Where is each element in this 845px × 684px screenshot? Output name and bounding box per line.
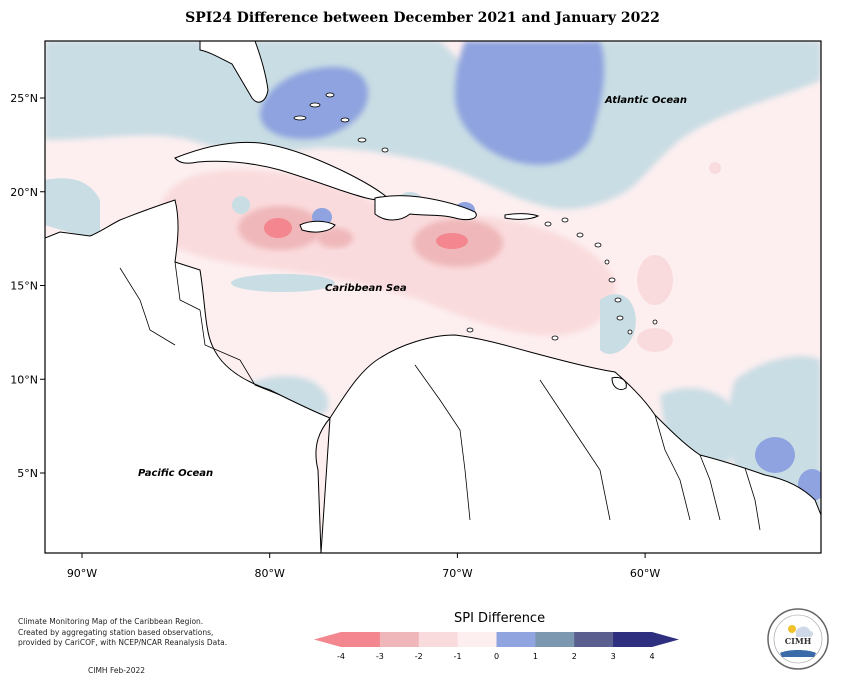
colorbar-arrow-right — [652, 632, 679, 647]
colorbar-segment-7 — [613, 632, 653, 647]
colorbar-segment-1 — [379, 632, 420, 647]
footnote-line-3: provided by CariCOF, with NCEP/NCAR Rean… — [18, 638, 228, 647]
lat-tick-label-2: 15°N — [10, 280, 38, 293]
footnote-line-2: Created by aggregating station based obs… — [18, 627, 214, 637]
latitude-axis: 25°N 20°N 15°N 10°N 5°N — [10, 92, 45, 480]
lat-tick-label-3: 10°N — [10, 373, 38, 386]
pacific-ocean-label: Pacific Ocean — [138, 468, 213, 479]
cimh-logo-icon — [767, 608, 829, 670]
lat-tick-label-4: 5°N — [17, 467, 38, 480]
lon-tick-label-3: 60°W — [630, 567, 660, 580]
caribbean-sea-label: Caribbean Sea — [325, 283, 407, 294]
small-islands — [293, 92, 658, 341]
puerto-rico-landmass — [504, 213, 540, 220]
colorbar-segment-4 — [496, 632, 536, 647]
atlantic-ocean-label: Atlantic Ocean — [604, 95, 687, 106]
lon-tick-label-2: 70°W — [442, 567, 472, 580]
colorbar-tick-label-6: 2 — [572, 652, 577, 661]
colorbar-tick-label-1: -3 — [376, 652, 384, 661]
colorbar-tick-label-5: 1 — [533, 652, 538, 661]
colorbar-tick-label-2: -2 — [415, 652, 423, 661]
south-america-landmass — [320, 334, 821, 553]
colorbar-tick-label-7: 3 — [611, 652, 616, 661]
map-frame — [44, 40, 822, 554]
legend-title: SPI Difference — [454, 611, 546, 626]
land-layer — [45, 41, 821, 553]
hispaniola-landmass — [374, 195, 477, 221]
colorbar-arrow-left — [314, 632, 341, 647]
map-title: SPI24 Difference between December 2021 a… — [185, 10, 660, 26]
lat-tick-label-0: 25°N — [10, 92, 38, 105]
colorbar-segment-6 — [574, 632, 614, 647]
lon-tick-label-0: 90°W — [67, 567, 97, 580]
footnote: Climate Monitoring Map of the Caribbean … — [18, 617, 258, 649]
longitude-axis: 90°W 80°W 70°W 60°W — [67, 553, 660, 580]
spi-colorbar: -4 -3 -2 -1 0 1 2 3 4 — [314, 632, 679, 661]
lon-tick-label-1: 80°W — [255, 567, 285, 580]
colorbar-tick-label-8: 4 — [649, 652, 654, 661]
trinidad-landmass — [611, 377, 627, 391]
colorbar-segment-3 — [457, 632, 497, 647]
colorbar-tick-label-4: 0 — [494, 652, 499, 661]
cimh-logo-text: CIMH — [784, 636, 812, 646]
lat-tick-label-1: 20°N — [10, 186, 38, 199]
credit-text: CIMH Feb-2022 — [88, 666, 146, 675]
jamaica-landmass — [299, 220, 336, 233]
cuba-landmass — [174, 141, 392, 201]
colorbar-tick-label-0: -4 — [337, 652, 345, 661]
borders-layer — [119, 261, 761, 531]
colorbar-segment-5 — [535, 632, 575, 647]
colorbar-segment-0 — [341, 632, 381, 647]
footnote-line-1: Climate Monitoring Map of the Caribbean … — [18, 617, 204, 626]
colorbar-segment-2 — [418, 632, 459, 647]
florida-landmass — [199, 41, 269, 103]
colorbar-tick-label-3: -1 — [454, 652, 462, 661]
